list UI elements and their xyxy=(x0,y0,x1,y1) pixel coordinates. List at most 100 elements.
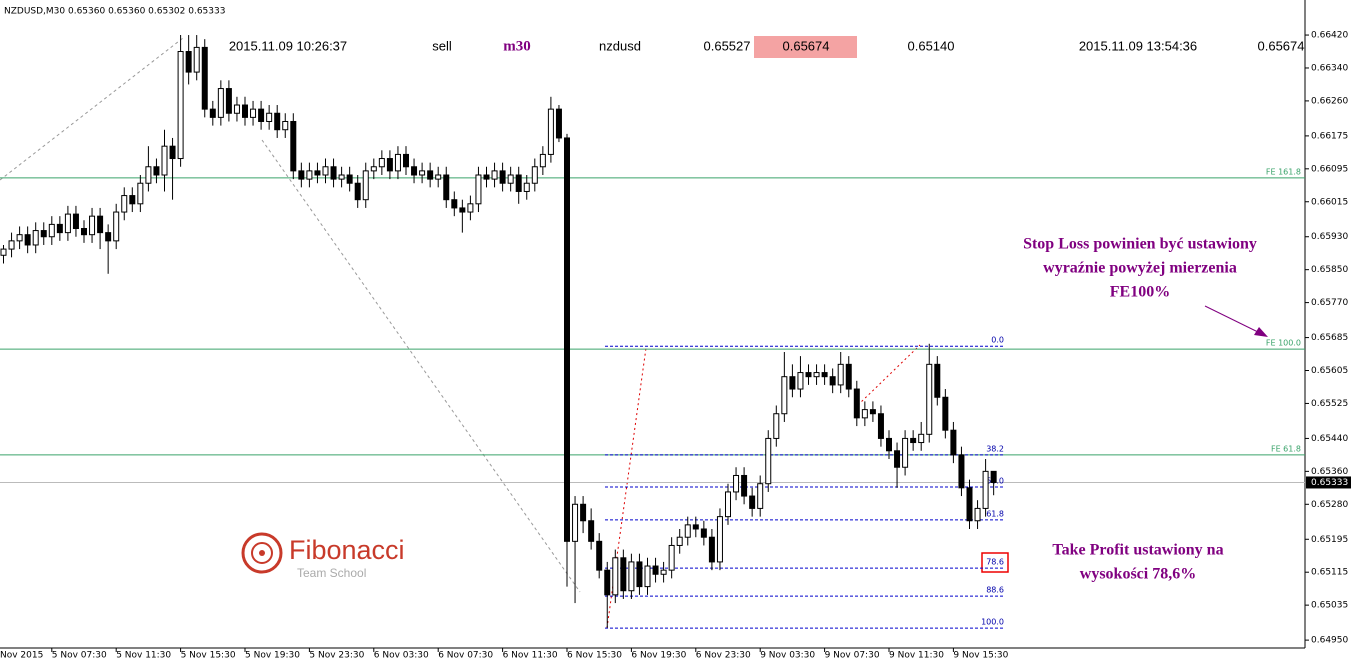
candle-body xyxy=(805,372,812,378)
fib-label: 0.0 xyxy=(991,336,1004,345)
candle-body xyxy=(676,536,683,546)
candle-body xyxy=(910,437,917,444)
x-tick-label: 6 Nov 19:30 xyxy=(631,651,686,660)
logo-mark xyxy=(241,532,283,574)
annotation: Take Profit ustawiony na xyxy=(1052,542,1223,559)
info-item: 0.65527 xyxy=(704,38,751,53)
x-tick-label: 9 Nov 03:30 xyxy=(760,651,815,660)
candle-body xyxy=(394,153,401,172)
x-start-label: Nov 2015 xyxy=(0,651,43,660)
fib-label: 78.6 xyxy=(986,558,1004,567)
candle-body xyxy=(652,565,659,575)
fe-vector xyxy=(606,347,647,629)
y-tick-label: 0.65770 xyxy=(1311,298,1348,308)
candle-body xyxy=(153,166,160,176)
candle-body xyxy=(692,524,699,530)
x-tick-label: 9 Nov 11:30 xyxy=(889,651,944,660)
x-tick-label: 6 Nov 23:30 xyxy=(696,651,751,660)
annotation: wysokości 78,6% xyxy=(1080,566,1196,583)
candle-body xyxy=(306,170,313,180)
candle-body xyxy=(491,170,498,180)
candle-body xyxy=(668,544,675,571)
logo: Fibonacci Team School xyxy=(241,532,405,580)
candle-body xyxy=(266,112,273,122)
candle-body xyxy=(177,51,184,160)
arrow xyxy=(1204,305,1263,335)
candle-body xyxy=(749,495,756,509)
candle-body xyxy=(475,174,482,205)
candle-body xyxy=(161,145,168,176)
info-item: 2015.11.09 10:26:37 xyxy=(229,38,347,53)
y-tick-label: 0.66340 xyxy=(1311,63,1348,73)
y-tick-label: 0.65360 xyxy=(1311,467,1348,477)
candle-body xyxy=(588,520,595,542)
candle-body xyxy=(81,228,87,236)
candle-body xyxy=(708,536,715,563)
candle-body xyxy=(209,108,216,118)
candle-body xyxy=(700,528,707,538)
fe-label: FE 61.8 xyxy=(1271,444,1301,453)
current-price-box xyxy=(1306,476,1351,489)
candle-body xyxy=(0,248,7,256)
candle-body xyxy=(8,240,15,250)
candle-body xyxy=(362,170,369,201)
x-tick-label: 5 Nov 19:30 xyxy=(245,651,300,660)
candle-body xyxy=(403,153,409,168)
candle-body xyxy=(40,230,47,238)
logo-name: Fibonacci xyxy=(289,535,405,565)
info-item: nzdusd xyxy=(599,38,641,53)
tp-box xyxy=(981,552,1009,573)
annotation: Stop Loss powinien być ustawiony xyxy=(1023,236,1257,253)
candle-body xyxy=(990,470,997,483)
candle-body xyxy=(217,88,224,118)
candle-body xyxy=(185,51,192,73)
candle-body xyxy=(821,372,828,378)
logo-mark xyxy=(251,542,273,564)
candle-body xyxy=(193,46,200,73)
candle-body xyxy=(628,561,635,592)
annotation: wyraźnie powyżej mierzenia xyxy=(1043,260,1237,277)
annotation: FE100% xyxy=(1110,284,1170,301)
candle-body xyxy=(580,503,587,522)
zigzag xyxy=(0,37,184,181)
y-tick-label: 0.65685 xyxy=(1311,333,1348,343)
candle-body xyxy=(64,213,71,234)
info-item: 0.65674 xyxy=(1258,38,1305,53)
candle-body xyxy=(48,223,55,238)
logo-subtitle: Team School xyxy=(297,566,366,580)
x-tick-label: 5 Nov 11:30 xyxy=(116,651,171,660)
candle-body xyxy=(242,104,248,118)
y-tick-label: 0.66015 xyxy=(1311,197,1348,207)
candle-body xyxy=(926,363,933,435)
candle-body xyxy=(32,230,39,246)
candle-body xyxy=(660,569,667,575)
candle-body xyxy=(741,474,748,497)
candle-body xyxy=(966,487,973,522)
candle-body xyxy=(555,108,562,139)
candle-body xyxy=(894,450,901,468)
candle-body xyxy=(129,195,136,205)
candle-body xyxy=(837,363,844,386)
candle-body xyxy=(974,507,981,522)
candle-body xyxy=(56,223,63,234)
candle-body xyxy=(725,491,731,518)
candle-body xyxy=(274,112,281,131)
candle-body xyxy=(105,232,112,242)
candle-body xyxy=(539,153,546,168)
candle-body xyxy=(427,170,434,180)
candle-body xyxy=(258,108,265,122)
candle-body xyxy=(604,569,611,596)
info-item: 2015.11.09 13:54:36 xyxy=(1079,38,1197,53)
candle-body xyxy=(773,413,780,439)
x-tick-label: 5 Nov 07:30 xyxy=(52,651,107,660)
candle-body xyxy=(451,199,458,209)
info-item: 0.65140 xyxy=(908,38,955,53)
candle-body xyxy=(145,166,152,184)
y-tick-label: 0.65525 xyxy=(1311,399,1348,409)
candle-body xyxy=(137,182,144,205)
fib-label: 38.2 xyxy=(986,444,1004,453)
candle-body xyxy=(24,234,31,246)
candle-body xyxy=(507,174,514,184)
candle-body xyxy=(354,182,361,201)
zigzag xyxy=(261,139,581,593)
